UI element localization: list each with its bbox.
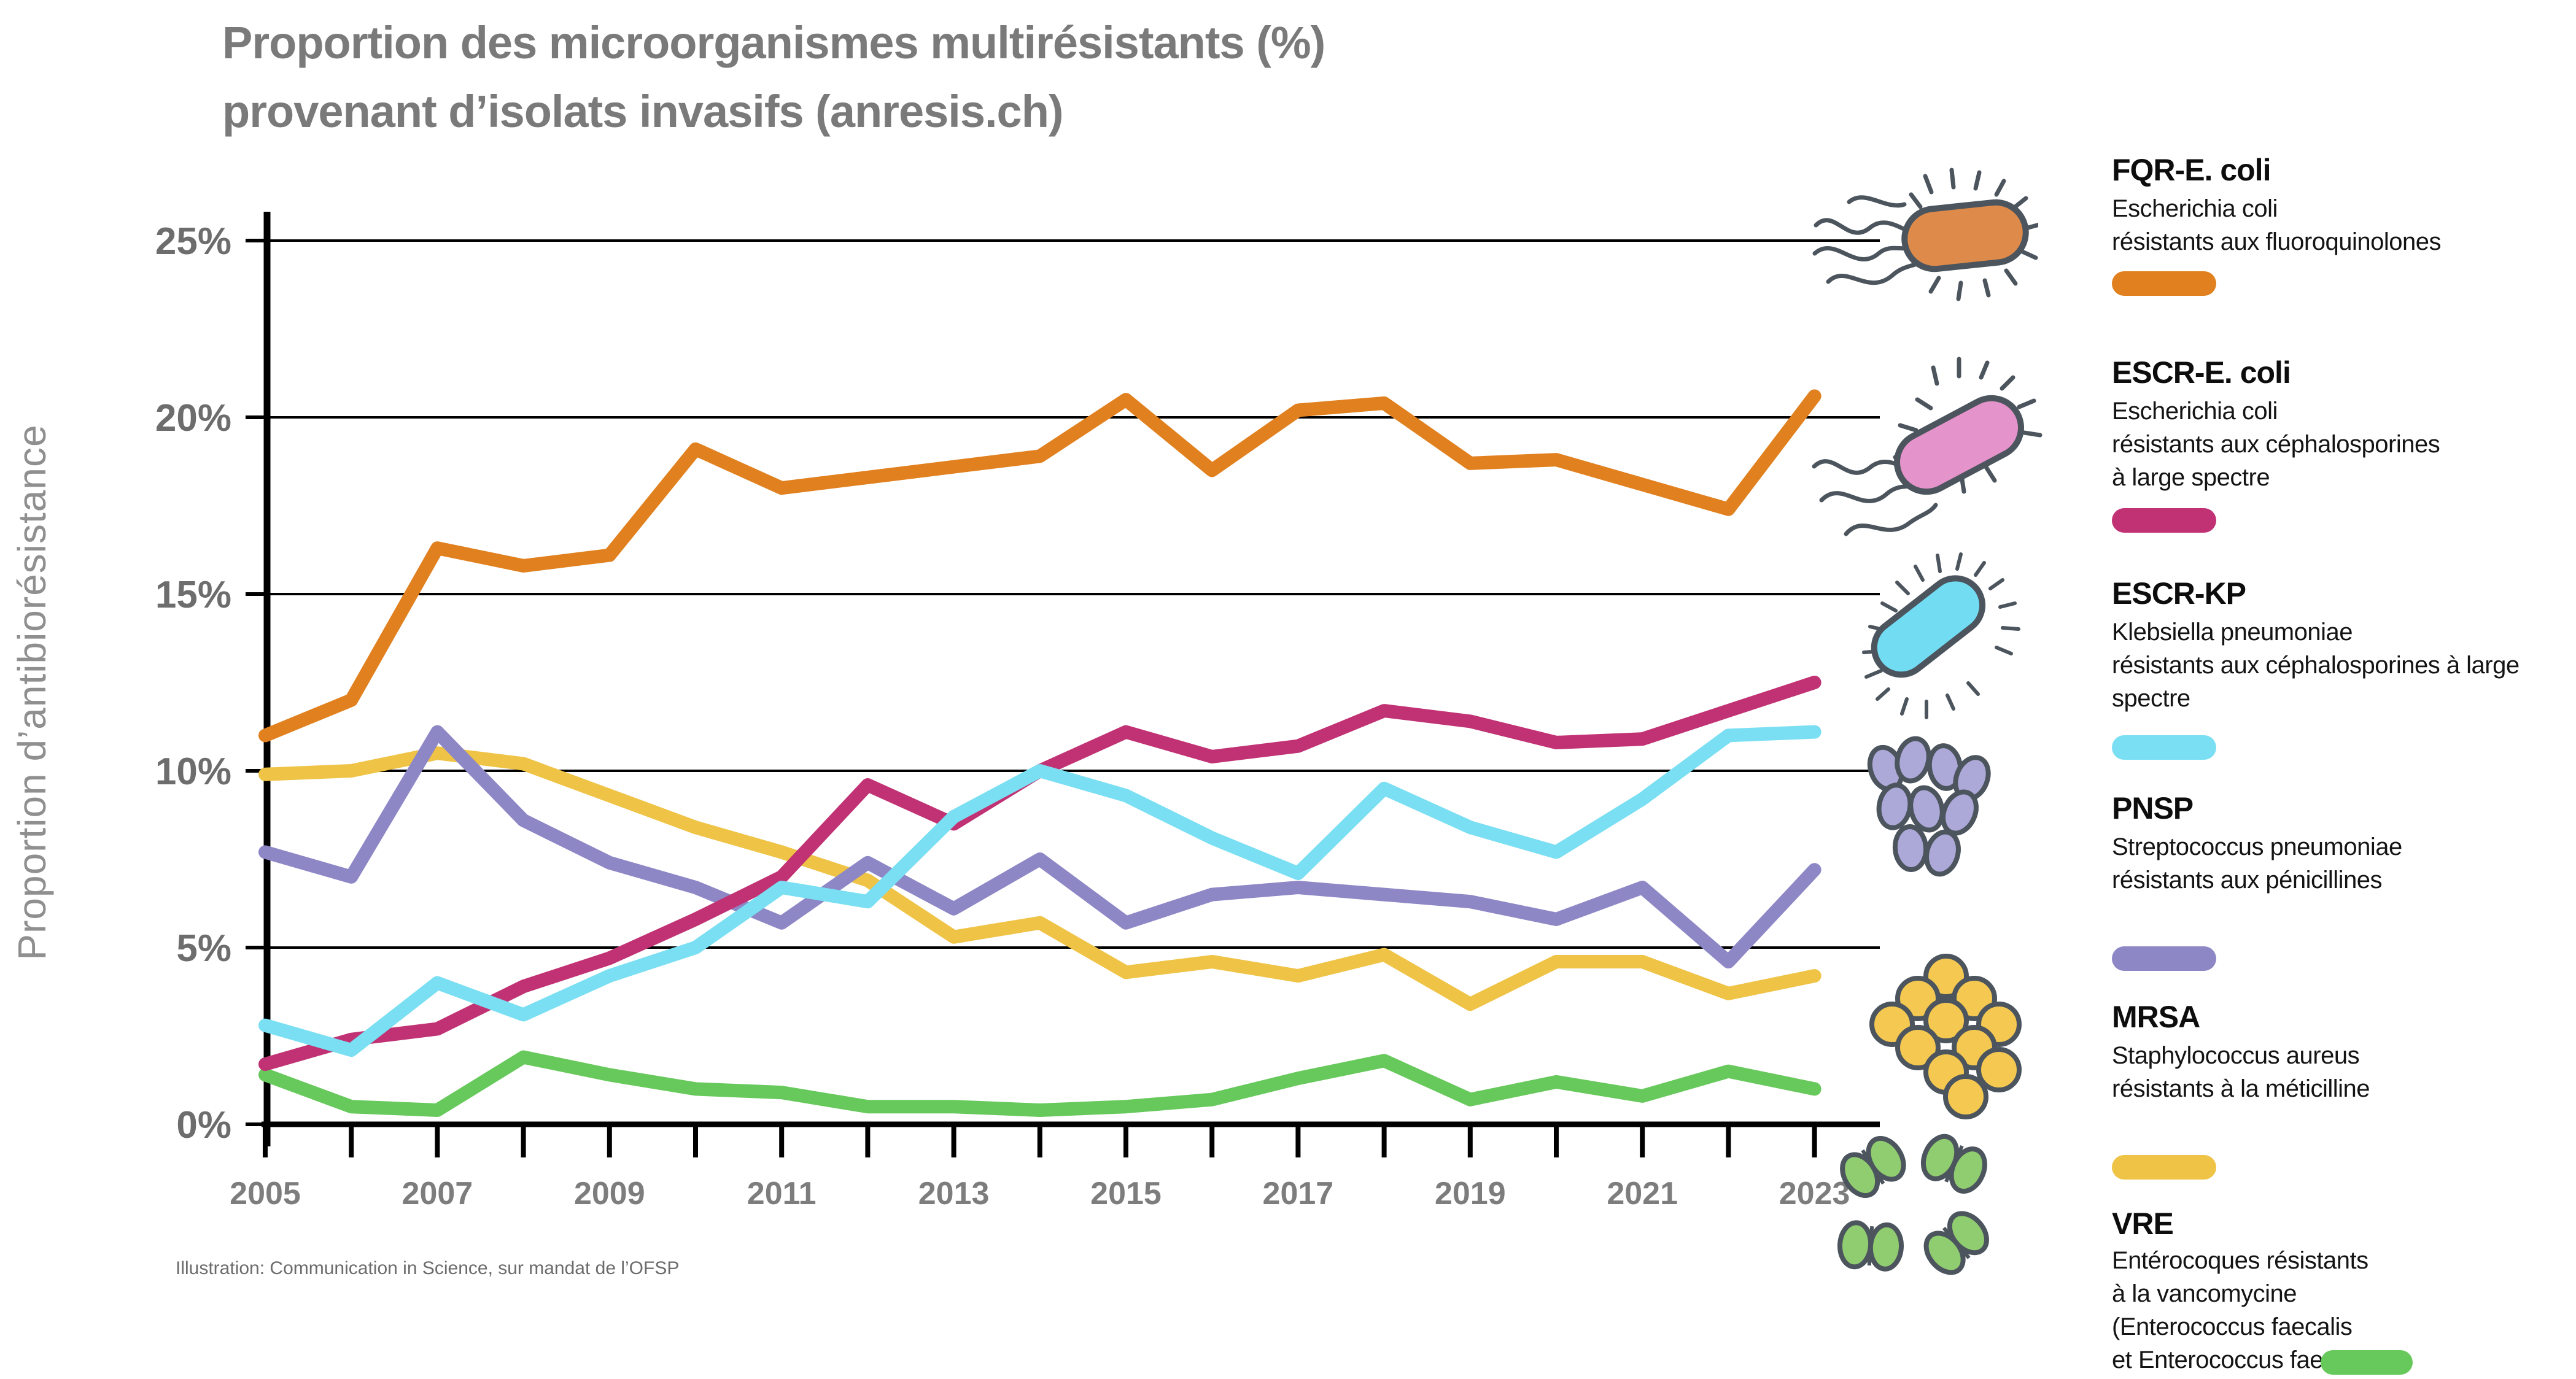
legend-key: ESCR-E. coli bbox=[2112, 355, 2291, 390]
y-tick-label: 25% bbox=[155, 220, 231, 263]
legend-color-swatch bbox=[2112, 735, 2216, 760]
x-tick-label: 2005 bbox=[230, 1176, 301, 1211]
legend-desc: spectre bbox=[2112, 685, 2190, 712]
y-tick-label: 0% bbox=[176, 1104, 231, 1146]
legend-desc: (Enterococcus faecalis bbox=[2112, 1313, 2353, 1340]
legend-key: PNSP bbox=[2112, 791, 2194, 825]
legend-color-swatch bbox=[2112, 271, 2216, 296]
x-tick-label: 2017 bbox=[1263, 1176, 1334, 1211]
series-line-mrsa bbox=[258, 746, 1821, 1011]
y-tick-label: 10% bbox=[155, 751, 231, 793]
legend-color-swatch bbox=[2321, 1350, 2413, 1375]
series-line-fqr-e-coli bbox=[258, 389, 1821, 743]
legend-key: FQR-E. coli bbox=[2112, 153, 2271, 187]
legend-desc: résistants aux fluoroquinolones bbox=[2112, 228, 2441, 255]
x-tick-label: 2013 bbox=[918, 1176, 990, 1211]
y-tick-label: 15% bbox=[155, 574, 231, 616]
fqr-e-coli-bacterium-icon bbox=[1812, 168, 2038, 301]
legend-desc: Entérocoques résistants bbox=[2112, 1247, 2368, 1274]
page-title-line1: Proportion des microorganismes multirési… bbox=[222, 17, 1325, 68]
legend-desc: à large spectre bbox=[2112, 464, 2270, 491]
legend-desc: Escherichia coli bbox=[2112, 195, 2278, 222]
series-line-pnsp bbox=[258, 725, 1821, 969]
legend-desc: Escherichia coli bbox=[2112, 398, 2278, 425]
legend-desc: à la vancomycine bbox=[2112, 1280, 2297, 1307]
legend-color-swatch bbox=[2112, 946, 2216, 971]
pnsp-bacteria-cluster-icon bbox=[1867, 736, 1991, 877]
page-title-line2: provenant d’isolats invasifs (anresis.ch… bbox=[222, 86, 1064, 137]
x-tick-label: 2019 bbox=[1435, 1176, 1506, 1211]
legend-key: MRSA bbox=[2112, 1000, 2200, 1034]
x-tick-label: 2021 bbox=[1607, 1176, 1678, 1211]
legend-desc: résistants aux céphalosporines bbox=[2112, 431, 2440, 458]
legend-color-swatch bbox=[2112, 508, 2216, 533]
x-tick-label: 2015 bbox=[1090, 1176, 1162, 1211]
footnote: Illustration: Communication in Science, … bbox=[176, 1258, 680, 1278]
page-title: Proportion des microorganismes multirési… bbox=[222, 9, 1325, 146]
x-tick-label: 2023 bbox=[1779, 1176, 1850, 1211]
legend-desc: résistants à la méticilline bbox=[2112, 1075, 2370, 1102]
vre-bacteria-pairs-icon bbox=[1837, 1134, 1989, 1275]
legend-key: ESCR-KP bbox=[2112, 576, 2246, 611]
legend-desc: résistants aux céphalosporines à large bbox=[2112, 652, 2520, 679]
x-tick-label: 2007 bbox=[402, 1176, 473, 1211]
legend-desc: Streptococcus pneumoniae bbox=[2112, 833, 2402, 860]
mrsa-bacteria-cluster-icon bbox=[1869, 954, 2022, 1119]
y-tick-label: 5% bbox=[176, 927, 231, 970]
escr-kp-bacterium-icon bbox=[1862, 552, 2020, 719]
y-tick-label: 20% bbox=[155, 397, 231, 439]
legend-desc: Klebsiella pneumoniae bbox=[2112, 619, 2353, 646]
x-tick-label: 2009 bbox=[574, 1176, 645, 1211]
series-line-escr-kp bbox=[258, 725, 1821, 1057]
legend-key: VRE bbox=[2112, 1207, 2174, 1241]
legend-color-swatch bbox=[2112, 1155, 2216, 1180]
escr-e-coli-bacterium-icon bbox=[1812, 357, 2043, 536]
legend-desc: résistants aux pénicillines bbox=[2112, 867, 2383, 894]
series-line-vre bbox=[258, 1050, 1821, 1117]
legend-desc: Staphylococcus aureus bbox=[2112, 1042, 2360, 1069]
x-tick-label: 2011 bbox=[747, 1176, 817, 1211]
